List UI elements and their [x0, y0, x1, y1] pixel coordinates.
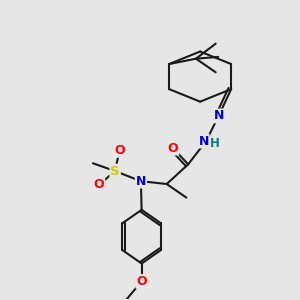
- Text: S: S: [110, 165, 120, 178]
- Text: O: O: [94, 178, 104, 191]
- Text: N: N: [198, 134, 209, 148]
- Text: O: O: [114, 144, 125, 157]
- Text: N: N: [213, 110, 224, 122]
- Text: N: N: [136, 175, 146, 188]
- Text: H: H: [210, 137, 220, 150]
- Text: O: O: [168, 142, 178, 155]
- Text: O: O: [136, 275, 147, 288]
